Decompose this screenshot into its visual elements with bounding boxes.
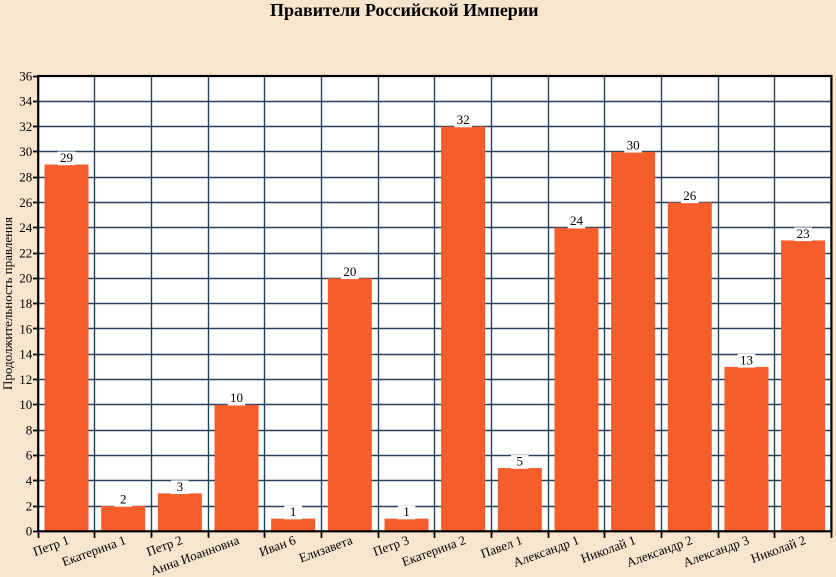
svg-text:6: 6 <box>26 448 33 463</box>
svg-text:10: 10 <box>19 397 32 412</box>
svg-text:24: 24 <box>570 213 584 228</box>
svg-text:2: 2 <box>120 491 127 506</box>
svg-text:18: 18 <box>19 296 32 311</box>
svg-text:12: 12 <box>19 372 32 387</box>
svg-text:14: 14 <box>19 347 33 362</box>
svg-text:3: 3 <box>177 479 184 494</box>
svg-text:26: 26 <box>683 188 697 203</box>
svg-text:30: 30 <box>627 137 640 152</box>
svg-text:22: 22 <box>19 245 32 260</box>
svg-text:8: 8 <box>26 422 33 437</box>
svg-text:1: 1 <box>403 504 410 519</box>
svg-text:5: 5 <box>517 453 524 468</box>
svg-text:26: 26 <box>19 195 33 210</box>
svg-text:1: 1 <box>290 504 297 519</box>
svg-text:32: 32 <box>19 119 32 134</box>
svg-text:16: 16 <box>19 321 33 336</box>
svg-text:28: 28 <box>19 169 32 184</box>
svg-text:29: 29 <box>60 150 73 165</box>
svg-text:0: 0 <box>26 524 33 539</box>
svg-text:23: 23 <box>797 226 810 241</box>
svg-text:36: 36 <box>19 68 33 83</box>
svg-text:2: 2 <box>26 498 33 513</box>
svg-text:Правители Российской Империи: Правители Российской Империи <box>270 0 539 20</box>
svg-text:Продолжительность правления: Продолжительность правления <box>0 217 15 390</box>
svg-text:30: 30 <box>19 144 32 159</box>
svg-text:32: 32 <box>457 112 470 127</box>
svg-text:24: 24 <box>19 220 33 235</box>
svg-text:4: 4 <box>26 473 33 488</box>
svg-text:34: 34 <box>19 94 33 109</box>
svg-text:20: 20 <box>343 264 356 279</box>
svg-text:13: 13 <box>740 352 753 367</box>
svg-text:20: 20 <box>19 271 32 286</box>
svg-text:10: 10 <box>230 390 243 405</box>
